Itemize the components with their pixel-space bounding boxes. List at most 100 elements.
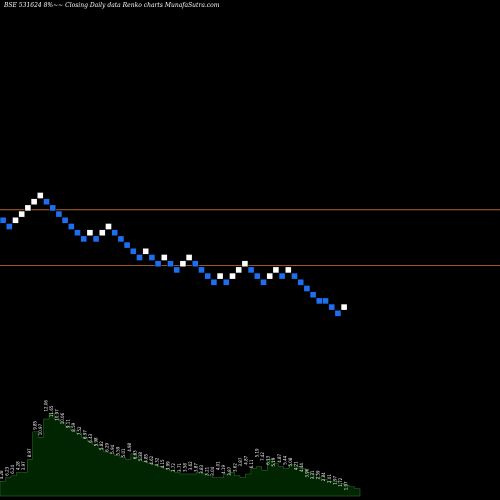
volume-label: 5.98 <box>93 437 98 446</box>
renko-brick-down <box>154 260 162 268</box>
volume-label: 3.72 <box>171 463 176 472</box>
renko-brick-down <box>136 254 143 261</box>
volume-label: 5.08 <box>288 457 293 466</box>
renko-brick-up <box>229 272 236 280</box>
volume-label: 4.62 <box>149 455 154 464</box>
volume-label: 3.58 <box>182 463 187 472</box>
volume-label: 4.85 <box>143 453 148 462</box>
renko-brick-down <box>5 223 13 230</box>
volume-label: 8.97 <box>27 448 32 457</box>
renko-brick-down <box>278 272 286 280</box>
volume-label: 3.87 <box>238 457 243 466</box>
volume-label: 4.44 <box>299 463 304 472</box>
renko-brick-up <box>185 254 193 261</box>
renko-brick-down <box>210 278 218 286</box>
renko-brick-up <box>284 266 292 274</box>
renko-brick-up <box>142 247 150 255</box>
renko-brick-down <box>191 260 199 268</box>
renko-brick-up <box>241 260 249 268</box>
renko-brick-up <box>160 254 168 261</box>
volume-label: 5.94 <box>110 444 115 453</box>
renko-brick-down <box>222 278 230 286</box>
renko-brick-up <box>216 272 224 280</box>
renko-brick-up <box>86 229 94 237</box>
volume-label: 3.87 <box>227 466 232 475</box>
renko-brick-down <box>328 303 336 311</box>
renko-brick-up <box>340 303 348 311</box>
volume-label: 6.24 <box>10 464 15 473</box>
volume-label: 7.42 <box>260 452 265 461</box>
renko-brick-down <box>309 291 317 299</box>
volume-label: 6.11 <box>249 459 254 468</box>
volume-label: 4.28 <box>0 470 4 479</box>
volume-label: 3.21 <box>205 466 210 475</box>
renko-brick-up <box>272 266 280 274</box>
renko-brick-down <box>315 297 323 305</box>
volume-label: 5.59 <box>116 446 121 455</box>
renko-brick-up <box>179 260 187 268</box>
volume-label: 3.71 <box>177 463 182 472</box>
volume-label: 6.63 <box>132 450 137 459</box>
volume-label: 7.52 <box>77 426 82 435</box>
renko-brick-down <box>204 272 212 280</box>
volume-label: 3.31 <box>310 470 315 479</box>
volume-label: 3.04 <box>210 466 215 475</box>
volume-label: 5.19 <box>255 448 260 457</box>
volume-label: 1.97 <box>343 481 348 490</box>
volume-label: 2.01 <box>327 474 332 483</box>
renko-brick-down <box>55 210 63 218</box>
volume-label: 5.19 <box>271 457 276 466</box>
renko-brick-down <box>43 198 50 206</box>
renko-brick-up <box>98 229 106 237</box>
volume-label: 8.59 <box>71 422 76 431</box>
volume-label: 4.28 <box>16 461 21 470</box>
volume-label: 6.29 <box>105 442 110 451</box>
volume-label: 4.01 <box>216 461 221 470</box>
renko-brick-down <box>49 204 57 212</box>
renko-brick-up <box>266 272 274 280</box>
volume-label: 9.85 <box>32 420 37 429</box>
volume-label: 4.15 <box>160 459 165 468</box>
volume-label: 2.59 <box>316 470 321 479</box>
volume-label: 4.87 <box>243 455 248 464</box>
renko-brick-up <box>235 266 243 274</box>
renko-brick-down <box>198 266 205 274</box>
volume-label: 3.83 <box>199 464 204 473</box>
volume-label: 4.21 <box>293 461 298 470</box>
volume-label: 12.06 <box>43 400 48 412</box>
renko-brick-down <box>111 229 119 237</box>
volume-label: 4.32 <box>155 457 160 466</box>
volume-label: 5.01 <box>121 448 126 457</box>
volume-label: 10.97 <box>38 423 43 435</box>
volume-label: 3.96 <box>305 468 310 477</box>
volume-label: 3.99 <box>166 461 171 470</box>
renko-brick-down <box>0 216 7 224</box>
renko-brick-down <box>74 229 81 237</box>
volume-label: 3.62 <box>232 463 237 472</box>
volume-label: 10.97 <box>55 409 60 421</box>
renko-brick-down <box>334 309 342 317</box>
level-lines <box>0 209 500 267</box>
volume-label: 4.98 <box>127 442 132 451</box>
volume-label: 1.72 <box>338 477 343 486</box>
volume-label: 6.23 <box>5 466 10 475</box>
renko-brick-down <box>173 266 181 274</box>
renko-brick-down <box>123 241 131 249</box>
volume-label: 2.84 <box>321 472 326 481</box>
renko-brick-down <box>297 278 305 286</box>
volume-label: 3.62 <box>188 461 193 470</box>
renko-brick-up <box>105 223 112 230</box>
volume-area <box>0 413 361 497</box>
volume-label: 1.97 <box>332 475 337 484</box>
renko-brick-up <box>36 192 44 199</box>
volume-label: 4.19 <box>221 464 226 473</box>
renko-brick-down <box>67 223 75 230</box>
volume-label: 3.97 <box>21 461 26 470</box>
volume-label: 9.11 <box>66 419 71 428</box>
renko-brick-up <box>12 216 19 224</box>
volume-label: 5.38 <box>138 452 143 461</box>
renko-brick-down <box>167 260 174 268</box>
